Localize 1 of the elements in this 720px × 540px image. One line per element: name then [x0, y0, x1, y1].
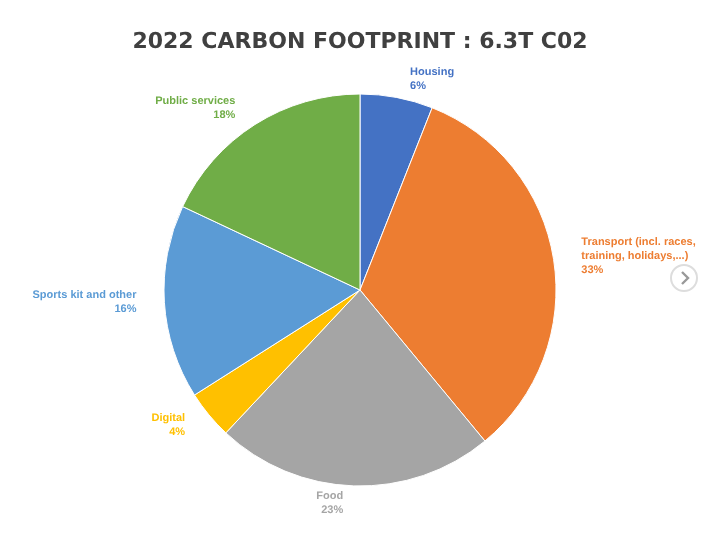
chart-title: 2022 CARBON FOOTPRINT : 6.3T C02	[132, 28, 588, 54]
